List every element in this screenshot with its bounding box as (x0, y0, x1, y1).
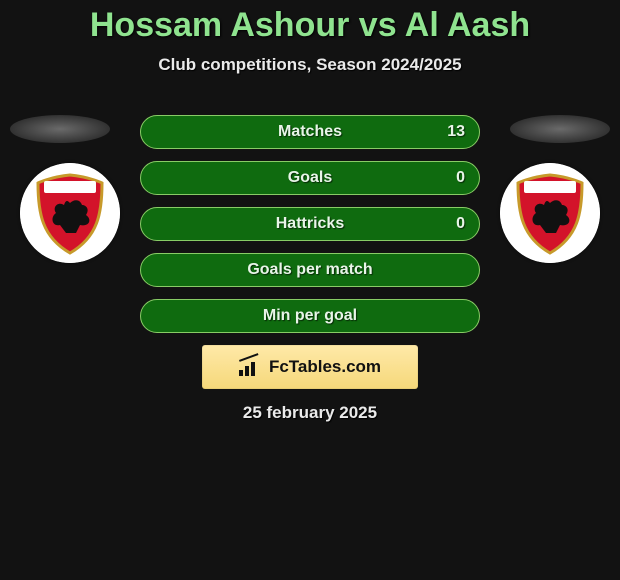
al-ahly-logo-icon (500, 163, 600, 263)
stat-bar-value-right: 13 (447, 123, 465, 141)
player-avatar-right (510, 115, 610, 143)
stat-bar-label: Matches (278, 123, 342, 141)
al-ahly-logo-icon (20, 163, 120, 263)
stat-bar: Matches 13 (140, 115, 480, 149)
stat-bar-label: Hattricks (276, 215, 344, 233)
generation-date: 25 february 2025 (0, 403, 620, 423)
stat-bar-value-right: 0 (456, 169, 465, 187)
club-badge-left (20, 163, 120, 263)
fctables-text-a: FcTables (269, 357, 341, 376)
subtitle: Club competitions, Season 2024/2025 (0, 55, 620, 75)
stat-bar-label: Goals per match (247, 261, 372, 279)
comparison-card: Hossam Ashour vs Al Aash Club competitio… (0, 0, 620, 423)
stat-bar: Goals per match (140, 253, 480, 287)
stat-bars: Matches 13 Goals 0 Hattricks 0 Goals per match… (140, 115, 480, 333)
fctables-text-b: .com (341, 357, 381, 376)
player-avatar-left (10, 115, 110, 143)
stat-bar: Hattricks 0 (140, 207, 480, 241)
comparison-body: Matches 13 Goals 0 Hattricks 0 Goals per match… (0, 115, 620, 333)
stat-bar-label: Goals (288, 169, 332, 187)
stat-bar: Goals 0 (140, 161, 480, 195)
club-badge-right (500, 163, 600, 263)
bar-chart-icon (239, 358, 261, 376)
page-title: Hossam Ashour vs Al Aash (0, 6, 620, 45)
fctables-watermark: FcTables.com (202, 345, 418, 389)
stat-bar: Min per goal (140, 299, 480, 333)
stat-bar-value-right: 0 (456, 215, 465, 233)
stat-bar-label: Min per goal (263, 307, 357, 325)
